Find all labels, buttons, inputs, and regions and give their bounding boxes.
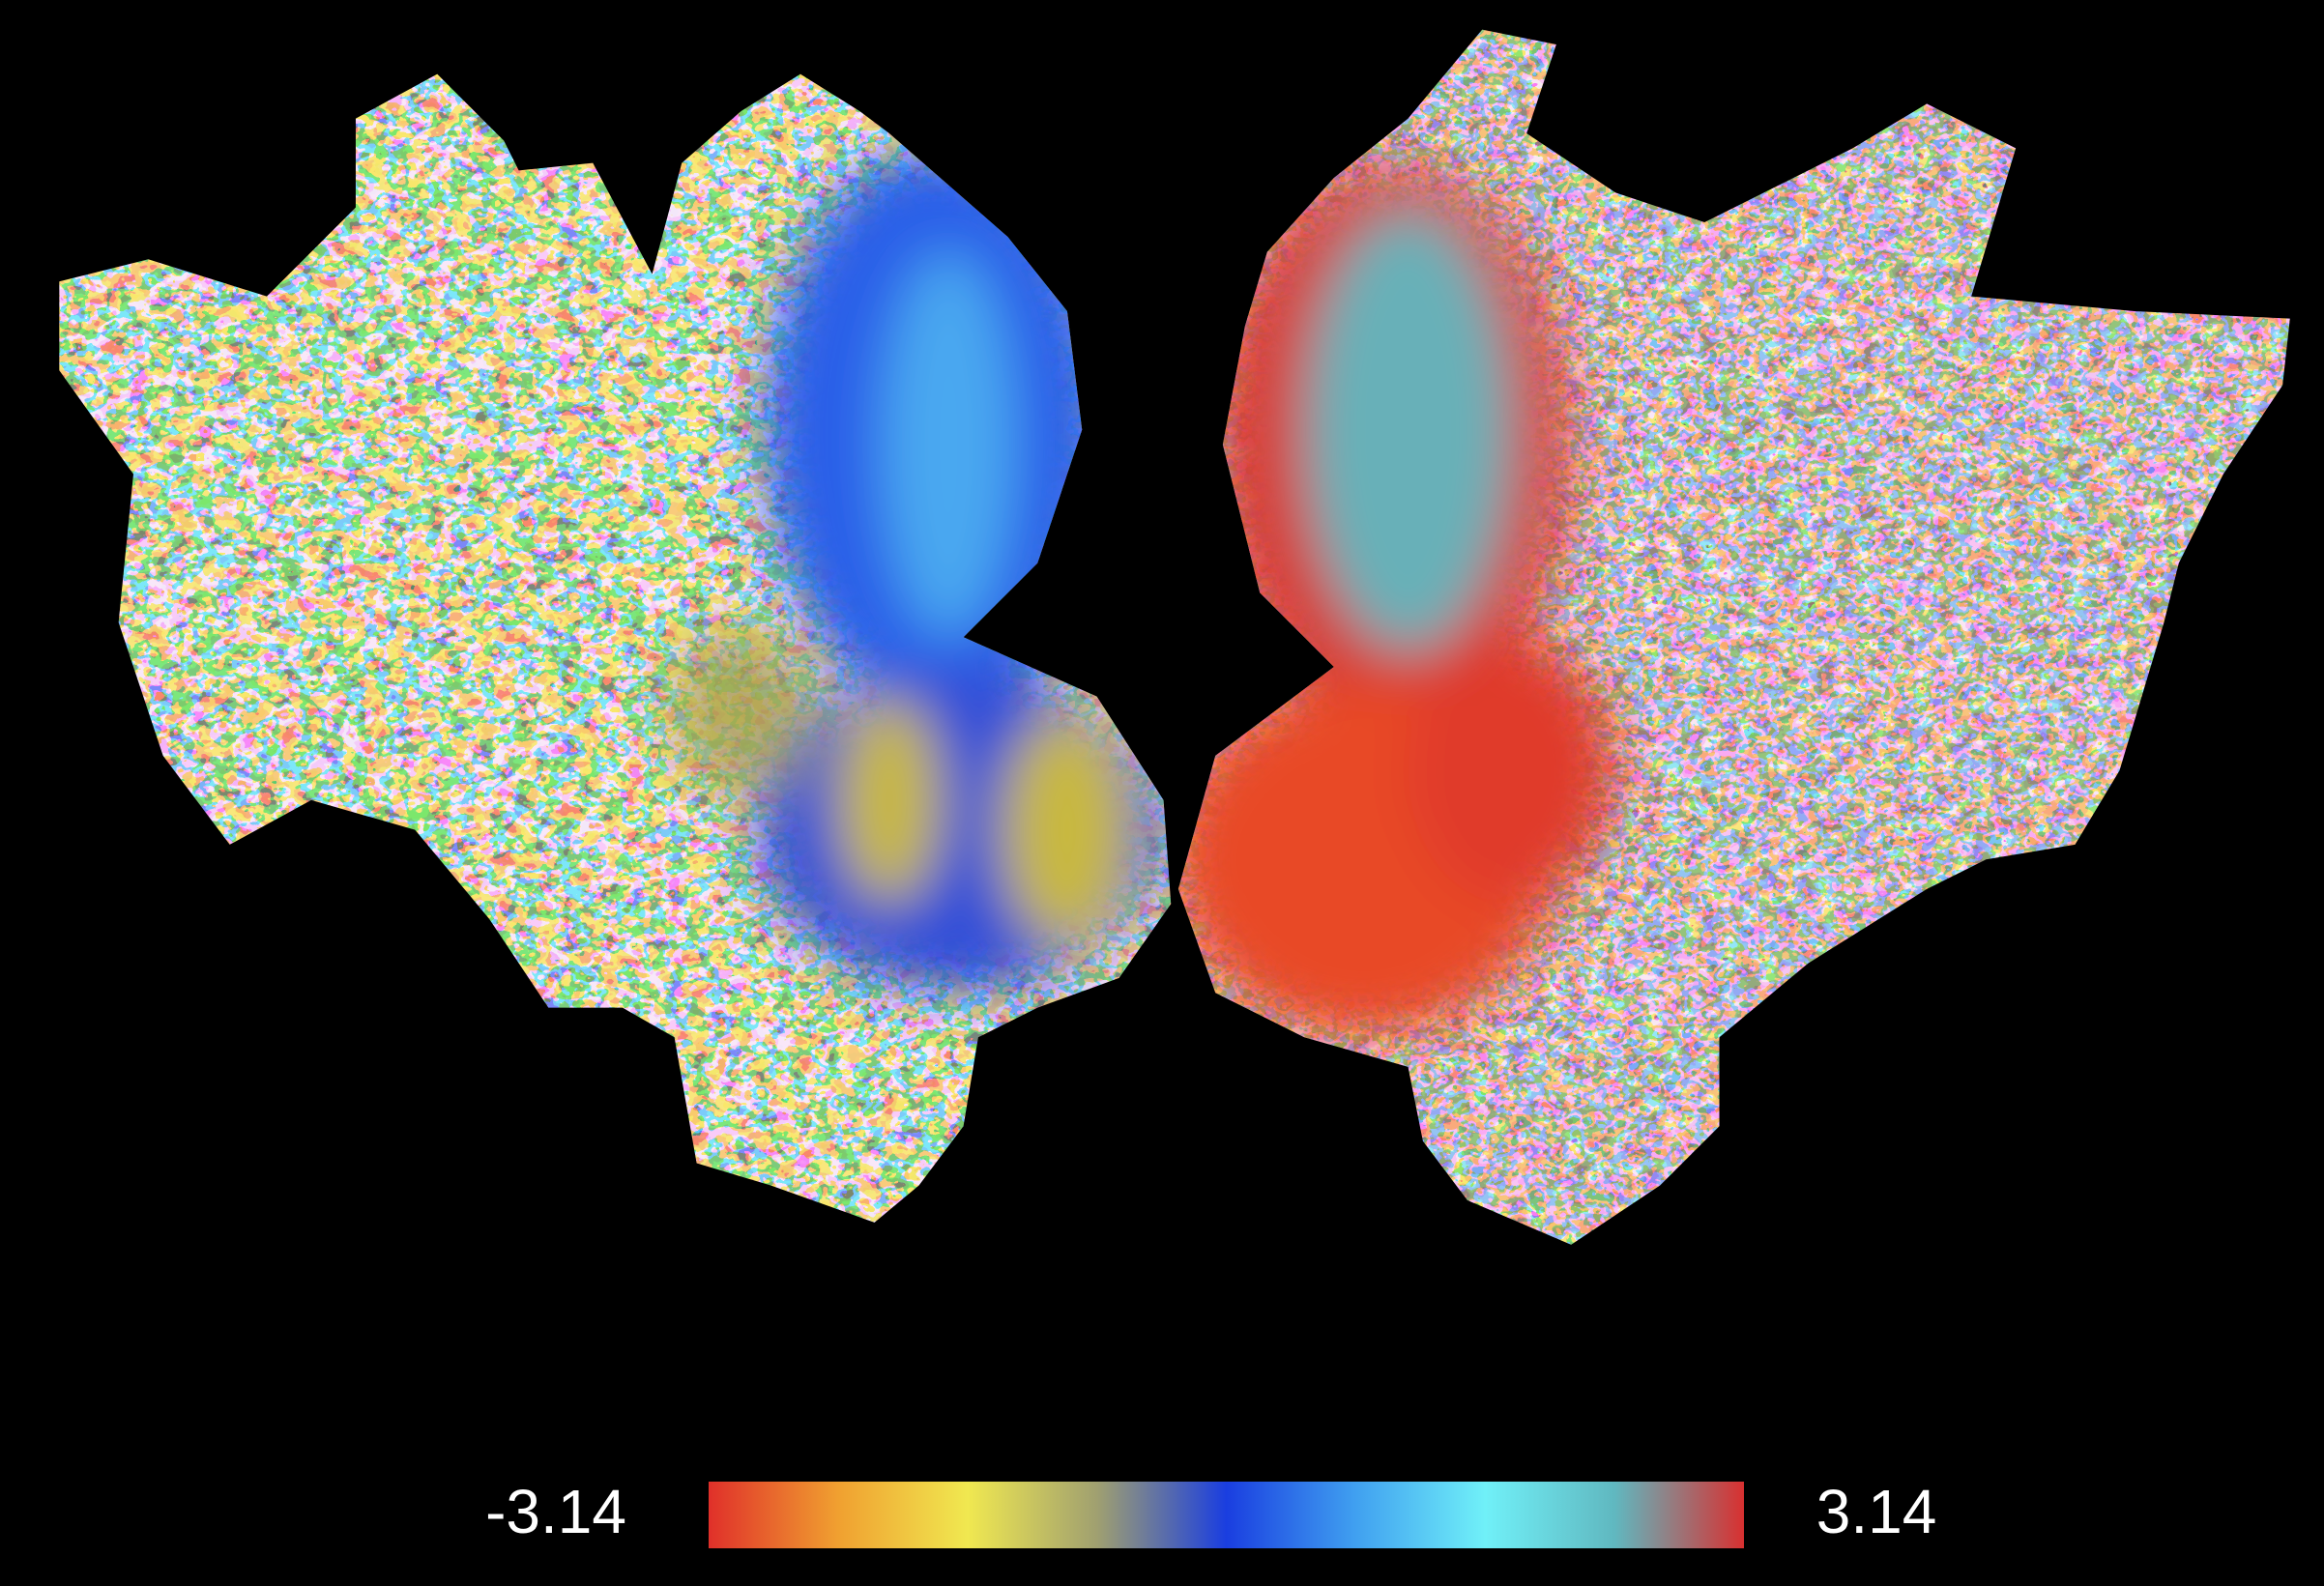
smooth-regions (666, 148, 1172, 994)
smooth-regions (1177, 162, 1616, 1038)
noise-texture (59, 73, 1172, 1223)
left-hemisphere (59, 73, 1172, 1223)
colorbar (709, 1482, 1744, 1548)
colorbar-min-label: -3.14 (485, 1477, 626, 1546)
right-hemisphere (1177, 29, 2290, 1245)
colorbar-max-label: 3.14 (1816, 1477, 1937, 1546)
